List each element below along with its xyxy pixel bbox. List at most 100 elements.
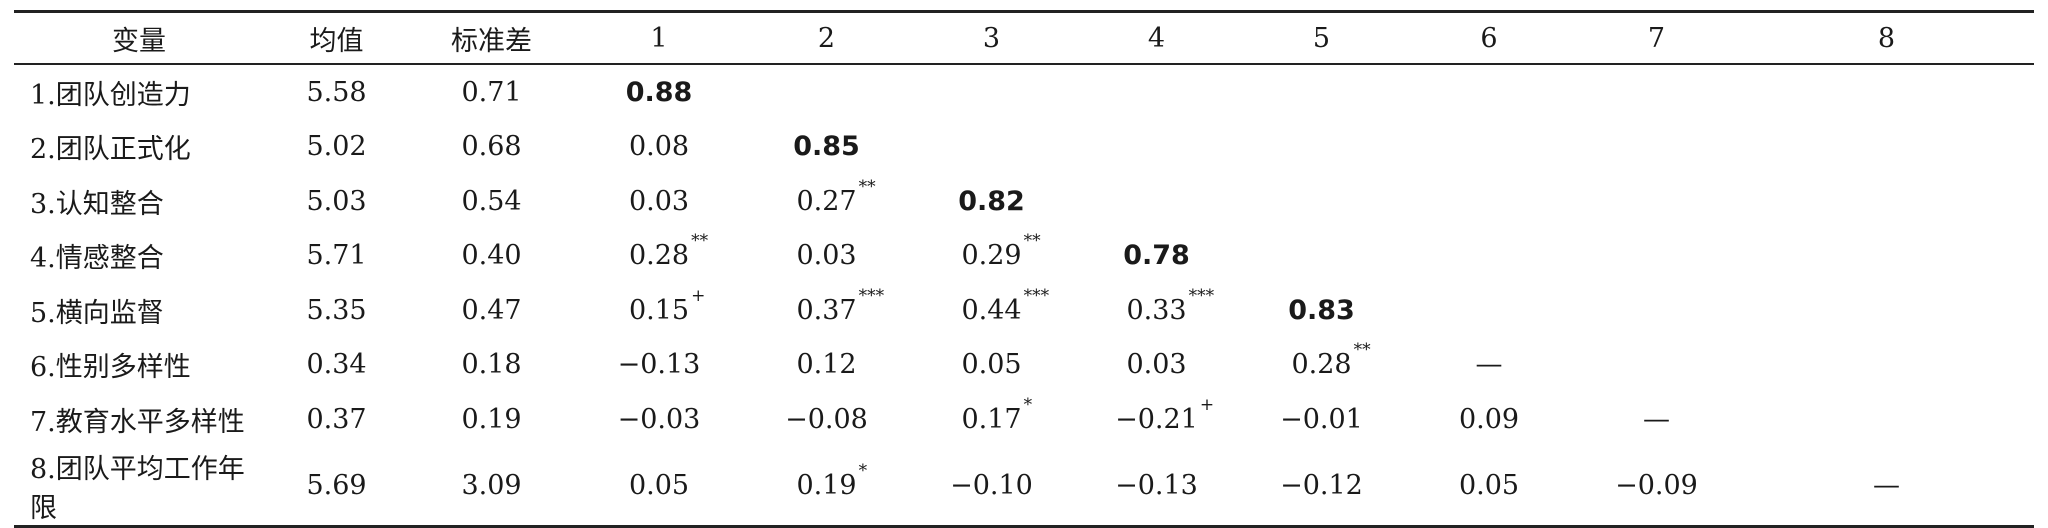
mean-value: 0.34 — [306, 349, 367, 381]
correlation-cell: 0.28 ** — [574, 229, 744, 284]
cell-text: 0.15 — [628, 294, 690, 326]
mean-value: 5.71 — [306, 240, 367, 272]
correlation-cell — [909, 120, 1074, 175]
sd-value: 0.40 — [461, 240, 522, 272]
cell-text: 0.05 — [628, 470, 690, 501]
significance-marker: *** — [858, 285, 885, 306]
cell-text: −0.03 — [617, 403, 701, 435]
variable-label: 1.团队创造力 — [30, 79, 191, 111]
correlation-cell: 0.19 * — [744, 447, 909, 527]
cell-text: 0.37 — [796, 294, 857, 326]
cell-text: 0.08 — [628, 131, 690, 163]
cell-text: 0.05 — [1458, 470, 1520, 501]
correlation-cell — [1574, 64, 1739, 120]
correlation-cell — [1739, 120, 2034, 175]
correlation-value: 0.05 — [1459, 470, 1519, 501]
significance-marker: ** — [858, 176, 876, 197]
correlation-value: 0.03 — [1126, 349, 1186, 380]
correlation-cell — [1239, 64, 1404, 120]
correlation-value: 0.03 — [796, 240, 856, 271]
significance-marker: *** — [1188, 285, 1215, 306]
mean-value: 5.03 — [306, 185, 367, 217]
correlation-value: −0.13 — [1115, 470, 1198, 501]
correlation-cell: 0.08 — [574, 120, 744, 175]
correlation-cell — [1739, 174, 2034, 229]
correlation-value: 0.28 ** — [1291, 340, 1370, 380]
correlation-value: — — [1476, 349, 1503, 380]
correlation-value: 0.15 + — [628, 286, 705, 326]
reliability-value: 0.82 — [958, 186, 1025, 217]
header-col-8: 8 — [1877, 22, 1896, 54]
correlation-cell: 0.05 — [574, 447, 744, 527]
cell-text: — — [1475, 349, 1503, 381]
significance-marker: *** — [1023, 285, 1050, 306]
table-row: 1.团队创造力 5.58 0.71 0.88 — [14, 64, 2034, 120]
cell-text: 0.28 — [628, 240, 690, 272]
correlation-cell — [1574, 283, 1739, 338]
reliability-value: 0.83 — [1288, 295, 1355, 326]
cell-text: −0.12 — [1280, 470, 1363, 501]
correlation-cell — [1404, 64, 1574, 120]
correlation-cell: −0.03 — [574, 392, 744, 447]
sd-value: 0.18 — [461, 349, 522, 381]
table-row: 5.横向监督 5.35 0.47 0.15 +0.37 *** 0.44 *** 0.33 ***… — [14, 283, 2034, 338]
correlation-cell — [1239, 120, 1404, 175]
correlation-value: −0.03 — [618, 404, 701, 435]
significance-marker: ** — [1353, 340, 1371, 361]
variable-label: 2.团队正式化 — [30, 134, 191, 166]
correlation-value: 0.09 — [1459, 404, 1519, 435]
cell-text: 0.29 — [961, 240, 1022, 272]
correlation-cell — [1239, 229, 1404, 284]
correlation-value: 0.03 — [629, 186, 689, 217]
correlation-cell — [1074, 64, 1239, 120]
correlation-value: 0.05 — [961, 349, 1021, 380]
correlation-value: −0.08 — [785, 404, 868, 435]
correlation-cell — [1739, 229, 2034, 284]
cell-text: −0.21 — [1115, 403, 1198, 435]
correlation-value: 0.17 * — [961, 395, 1032, 435]
correlation-cell: 0.83 — [1239, 283, 1404, 338]
header-col-2: 2 — [817, 22, 836, 54]
correlation-cell — [909, 64, 1074, 120]
correlation-cell — [1404, 120, 1574, 175]
cell-text: 0.05 — [961, 349, 1022, 381]
mean-value: 5.02 — [306, 131, 367, 163]
correlation-cell: 0.27 ** — [744, 174, 909, 229]
cell-text: 0.17 — [961, 403, 1022, 435]
cell-text: 0.12 — [796, 349, 857, 381]
correlation-cell — [1574, 229, 1739, 284]
correlation-cell — [1574, 338, 1739, 393]
correlation-cell: −0.13 — [1074, 447, 1239, 527]
correlation-value: 0.08 — [629, 131, 689, 162]
correlation-cell — [1739, 338, 2034, 393]
correlation-value: −0.09 — [1615, 470, 1698, 501]
correlation-value: 0.27 ** — [796, 177, 875, 217]
correlation-value: — — [1873, 470, 1900, 501]
header-sd: 标准差 — [451, 25, 532, 57]
correlation-cell: −0.12 — [1239, 447, 1404, 527]
table-row: 4.情感整合 5.71 0.40 0.28 ** 0.03 0.29 ** 0.78 — [14, 229, 2034, 284]
header-col-1: 1 — [650, 22, 668, 54]
correlation-cell: 0.82 — [909, 174, 1074, 229]
cell-text: −0.13 — [617, 349, 701, 381]
mean-value: 5.35 — [306, 294, 367, 326]
correlation-cell: 0.88 — [574, 64, 744, 120]
correlation-value: −0.10 — [950, 470, 1033, 501]
table-row: 7.教育水平多样性 0.37 0.19 −0.03 −0.08 0.17 * −0.21 + −0… — [14, 392, 2034, 447]
cell-text: 0.82 — [958, 185, 1025, 217]
correlation-cell: −0.10 — [909, 447, 1074, 527]
header-col-5: 5 — [1312, 22, 1331, 54]
cell-text: 0.78 — [1123, 240, 1190, 272]
correlation-cell: — — [1404, 338, 1574, 393]
header-col-7: 7 — [1647, 22, 1666, 54]
table-body: 1.团队创造力 5.58 0.71 0.88 2.团队正式化 5.02 0.68 0.08 0.… — [14, 64, 2034, 526]
correlation-cell: −0.13 — [574, 338, 744, 393]
correlation-cell: 0.05 — [1404, 447, 1574, 527]
correlation-cell: 0.09 — [1404, 392, 1574, 447]
variable-label: 5.横向监督 — [30, 297, 164, 329]
cell-text: — — [1873, 470, 1900, 501]
sd-value: 0.47 — [461, 294, 522, 326]
correlation-cell: −0.09 — [1574, 447, 1739, 527]
header-mean: 均值 — [309, 25, 364, 57]
table-row: 3.认知整合 5.03 0.54 0.03 0.27 ** 0.82 — [14, 174, 2034, 229]
